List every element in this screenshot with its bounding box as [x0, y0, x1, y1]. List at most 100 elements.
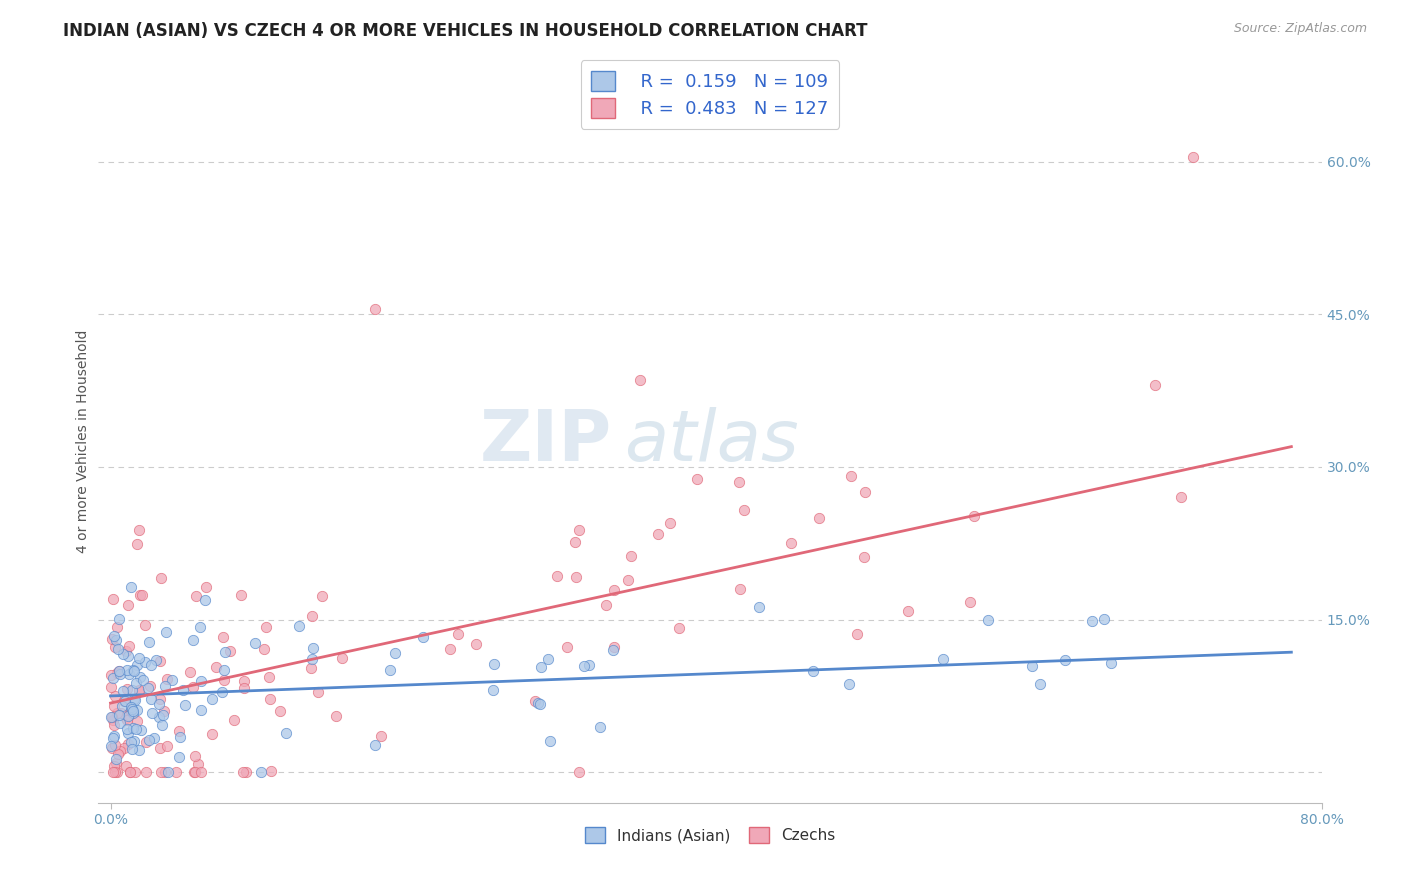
- Point: [214, 645, 236, 659]
- Point: [134, 617, 156, 632]
- Point: [120, 735, 142, 749]
- Text: Source: ZipAtlas.com: Source: ZipAtlas.com: [1233, 22, 1367, 36]
- Point: [222, 713, 245, 727]
- Point: [807, 511, 830, 525]
- Point: [181, 681, 204, 695]
- Point: [148, 697, 170, 711]
- Point: [299, 661, 322, 675]
- Point: [149, 571, 172, 585]
- Point: [301, 608, 323, 623]
- Point: [589, 720, 612, 734]
- Point: [231, 588, 253, 602]
- Point: [101, 710, 124, 724]
- Point: [105, 756, 128, 770]
- Point: [128, 743, 150, 757]
- Point: [1021, 659, 1043, 673]
- Point: [190, 765, 212, 780]
- Point: [127, 537, 149, 551]
- Point: [120, 580, 142, 594]
- Point: [568, 523, 591, 537]
- Point: [538, 734, 561, 748]
- Point: [124, 692, 146, 706]
- Point: [378, 664, 401, 678]
- Y-axis label: 4 or more Vehicles in Household: 4 or more Vehicles in Household: [76, 330, 90, 553]
- Point: [150, 718, 173, 732]
- Point: [104, 689, 127, 703]
- Point: [149, 692, 172, 706]
- Point: [243, 636, 266, 650]
- Point: [120, 765, 142, 780]
- Point: [112, 693, 135, 707]
- Point: [110, 706, 132, 720]
- Point: [135, 735, 157, 749]
- Point: [111, 647, 134, 661]
- Point: [101, 671, 124, 685]
- Point: [447, 626, 470, 640]
- Point: [131, 588, 153, 602]
- Point: [302, 640, 325, 655]
- Point: [117, 639, 139, 653]
- Point: [602, 642, 624, 657]
- Point: [201, 692, 224, 706]
- Point: [121, 702, 143, 716]
- Point: [628, 374, 651, 388]
- Point: [120, 705, 142, 719]
- Text: ZIP: ZIP: [479, 407, 612, 476]
- Point: [112, 741, 135, 756]
- Point: [128, 684, 150, 698]
- Point: [148, 710, 170, 724]
- Point: [107, 641, 129, 656]
- Point: [103, 759, 125, 773]
- Point: [1053, 653, 1076, 667]
- Point: [104, 633, 127, 648]
- Point: [659, 516, 682, 530]
- Point: [853, 485, 876, 500]
- Point: [114, 643, 136, 657]
- Point: [439, 642, 461, 657]
- Point: [149, 764, 172, 779]
- Point: [529, 697, 551, 711]
- Point: [104, 640, 127, 655]
- Point: [108, 715, 131, 730]
- Point: [128, 683, 150, 698]
- Point: [311, 589, 333, 603]
- Point: [568, 765, 591, 780]
- Point: [120, 700, 142, 714]
- Point: [1029, 677, 1052, 691]
- Point: [370, 729, 392, 743]
- Point: [484, 657, 506, 671]
- Point: [124, 693, 146, 707]
- Point: [530, 659, 553, 673]
- Point: [100, 739, 122, 753]
- Point: [134, 656, 156, 670]
- Point: [105, 666, 128, 681]
- Point: [1092, 612, 1115, 626]
- Point: [128, 651, 150, 665]
- Point: [184, 765, 207, 780]
- Point: [269, 705, 291, 719]
- Point: [122, 721, 145, 735]
- Point: [233, 673, 256, 688]
- Point: [218, 644, 240, 658]
- Point: [131, 673, 153, 688]
- Point: [122, 664, 145, 678]
- Point: [616, 573, 638, 587]
- Point: [169, 730, 191, 744]
- Point: [101, 591, 124, 606]
- Point: [115, 663, 138, 677]
- Point: [125, 658, 148, 673]
- Point: [205, 659, 228, 673]
- Point: [595, 599, 617, 613]
- Point: [572, 659, 595, 673]
- Point: [838, 676, 860, 690]
- Point: [108, 612, 131, 626]
- Point: [603, 640, 626, 654]
- Point: [1099, 656, 1122, 670]
- Point: [125, 722, 148, 736]
- Point: [181, 633, 204, 648]
- Point: [152, 704, 174, 718]
- Point: [1181, 150, 1204, 164]
- Point: [384, 646, 406, 660]
- Point: [117, 598, 139, 612]
- Point: [564, 570, 586, 584]
